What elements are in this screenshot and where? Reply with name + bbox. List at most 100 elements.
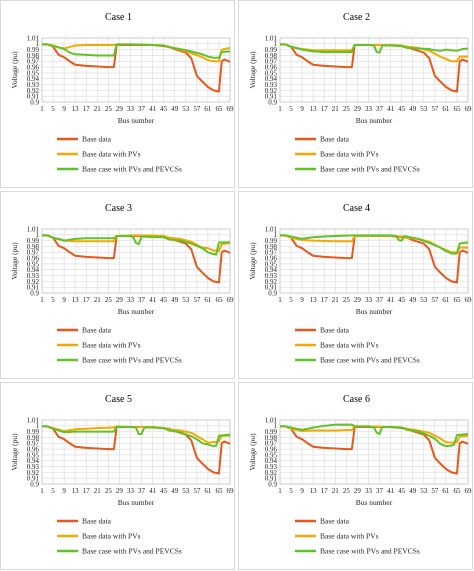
legend-label: Base data with PVs [320, 532, 379, 541]
x-tick-label: 29 [354, 105, 362, 113]
chart-title: Case 4 [343, 203, 370, 214]
x-tick-label: 69 [465, 296, 473, 304]
x-tick-label: 9 [62, 105, 66, 113]
y-tick-label: 0.92 [265, 469, 278, 477]
y-tick-label: 0.91 [265, 284, 278, 292]
y-tick-label: 1 [274, 231, 278, 239]
y-tick-label: 0.93 [27, 272, 40, 280]
x-tick-label: 61 [442, 296, 450, 304]
y-tick-label: 0.94 [27, 266, 40, 274]
y-tick-label: 0.9 [268, 289, 277, 297]
x-tick-label: 57 [193, 487, 201, 495]
x-tick-label: 61 [442, 487, 450, 495]
x-tick-label: 1 [40, 296, 44, 304]
y-axis-label: Voltage (pu) [248, 242, 257, 280]
chart-panel-case-4: Case 4 1.01 1 0.99 0.98 0.97 0.96 0.95 0.94 0.93 0… [238, 191, 473, 379]
x-tick-label: 53 [420, 487, 428, 495]
x-tick-label: 21 [332, 487, 340, 495]
x-tick-label: 17 [321, 105, 329, 113]
x-tick-label: 49 [409, 487, 417, 495]
y-tick-label: 0.94 [27, 457, 40, 465]
chart-panel-case-1: Case 1 1.01 1 0.99 0.98 0.97 0.96 0.95 0.94 0.93 0… [0, 0, 235, 188]
y-tick-label: 0.92 [265, 278, 278, 286]
x-tick-label: 69 [465, 105, 473, 113]
x-tick-label: 53 [420, 296, 428, 304]
legend-label: Base data with PVs [320, 150, 379, 159]
y-tick-label: 0.97 [27, 58, 40, 66]
x-tick-label: 25 [105, 105, 113, 113]
y-tick-label: 0.9 [30, 98, 39, 106]
y-tick-label: 1.01 [265, 225, 278, 233]
x-tick-label: 33 [365, 487, 373, 495]
chart-svg: Case 41.0110.990.980.970.960.950.940.930… [248, 203, 473, 365]
x-tick-label: 25 [343, 487, 351, 495]
x-tick-label: 57 [193, 296, 201, 304]
y-tick-label: 0.93 [265, 272, 278, 280]
y-tick-label: 1 [274, 422, 278, 430]
y-tick-label: 0.98 [27, 434, 40, 442]
x-tick-label: 41 [387, 487, 395, 495]
y-tick-label: 0.96 [265, 63, 278, 71]
x-tick-label: 41 [149, 487, 157, 495]
series-line-pevcs [280, 43, 469, 54]
x-tick-label: 65 [215, 296, 223, 304]
x-axis-label: Bus number [118, 116, 155, 125]
x-tick-label: 41 [387, 105, 395, 113]
x-tick-label: 57 [431, 487, 439, 495]
x-tick-label: 9 [62, 296, 66, 304]
x-tick-label: 37 [138, 296, 146, 304]
x-tick-label: 21 [94, 296, 102, 304]
x-tick-label: 25 [105, 487, 113, 495]
y-tick-label: 0.99 [27, 237, 40, 245]
x-tick-label: 69 [227, 105, 235, 113]
y-tick-label: 1 [274, 40, 278, 48]
y-tick-label: 0.91 [27, 475, 40, 483]
y-tick-label: 0.96 [265, 445, 278, 453]
y-tick-label: 0.9 [268, 480, 277, 488]
x-tick-label: 21 [94, 487, 102, 495]
legend-label: Base data with PVs [320, 341, 379, 350]
plot-area [279, 228, 469, 294]
x-tick-label: 5 [289, 487, 293, 495]
x-tick-label: 45 [398, 296, 406, 304]
x-tick-label: 13 [310, 487, 318, 495]
x-tick-label: 21 [332, 296, 340, 304]
x-axis-label: Bus number [118, 307, 155, 316]
x-tick-label: 1 [278, 296, 282, 304]
chart-panel-case-2: Case 2 1.01 1 0.99 0.98 0.97 0.96 0.95 0.94 0.93 0… [238, 0, 473, 188]
x-tick-label: 37 [138, 487, 146, 495]
x-tick-label: 69 [465, 487, 473, 495]
y-tick-label: 0.98 [265, 434, 278, 442]
y-axis-label: Voltage (pu) [10, 51, 19, 89]
x-tick-label: 65 [453, 487, 461, 495]
legend-label: Base case with PVs and PEVCSs [320, 547, 420, 556]
series-line-pevcs [42, 234, 230, 256]
legend-label: Base case with PVs and PEVCSs [82, 547, 182, 556]
x-tick-label: 45 [398, 105, 406, 113]
y-tick-label: 1.01 [27, 416, 40, 424]
x-tick-label: 61 [442, 105, 450, 113]
x-tick-label: 21 [94, 105, 102, 113]
y-tick-label: 0.9 [30, 480, 39, 488]
y-tick-label: 0.96 [27, 254, 40, 262]
y-tick-label: 1 [36, 231, 40, 239]
x-tick-label: 61 [204, 296, 212, 304]
series-line-pevcs [280, 234, 469, 255]
y-tick-label: 0.98 [27, 52, 40, 60]
y-tick-label: 0.96 [265, 254, 278, 262]
x-tick-label: 29 [116, 296, 124, 304]
y-tick-label: 0.91 [27, 93, 40, 101]
chart-svg: Case 21.0110.990.980.970.960.950.940.930… [248, 12, 473, 174]
series-line-pevcs [280, 423, 469, 448]
x-tick-label: 13 [310, 296, 318, 304]
y-tick-label: 0.95 [265, 451, 278, 459]
plot-area [279, 37, 469, 103]
legend-label: Base case with PVs and PEVCSs [82, 165, 182, 174]
x-tick-label: 9 [62, 487, 66, 495]
x-tick-label: 13 [310, 105, 318, 113]
y-tick-label: 0.99 [265, 237, 278, 245]
y-tick-label: 0.95 [27, 260, 40, 268]
x-tick-label: 57 [431, 105, 439, 113]
chart-title: Case 1 [105, 12, 132, 23]
x-tick-label: 5 [51, 296, 55, 304]
